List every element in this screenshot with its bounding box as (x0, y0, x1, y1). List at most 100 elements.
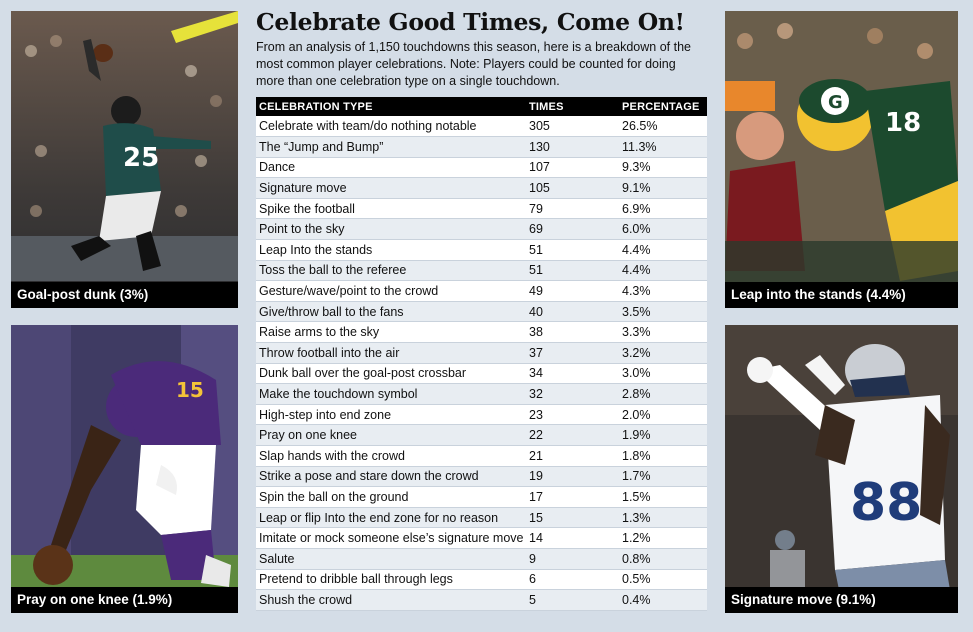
times-cell: 40 (526, 301, 619, 323)
jersey-number: 25 (123, 143, 159, 173)
caption-pray-on-one-knee: Pray on one knee (1.9%) (11, 587, 238, 613)
percentage-cell: 4.3% (619, 280, 707, 302)
celebration-type-cell: Strike a pose and stare down the crowd (256, 466, 526, 488)
leap-into-the-stands-illustration: G 18 (725, 11, 958, 308)
percentage-cell: 9.3% (619, 157, 707, 179)
percentage-cell: 3.5% (619, 301, 707, 323)
percentage-cell: 3.3% (619, 321, 707, 344)
table-row: The “Jump and Bump” 130 11.3% (256, 136, 707, 158)
celebration-type-cell: High-step into end zone (256, 404, 526, 426)
celebration-type-cell: Give/throw ball to the fans (256, 301, 526, 323)
table-row: Spin the ball on the ground 17 1.5% (256, 486, 707, 508)
percentage-cell: 3.0% (619, 363, 707, 385)
table-row: Dance 107 9.3% (256, 157, 707, 179)
celebration-type-cell: Spin the ball on the ground (256, 486, 526, 508)
times-cell: 15 (526, 507, 619, 529)
celebration-type-cell: Dunk ball over the goal-post crossbar (256, 363, 526, 385)
column-header-celebration-type: CELEBRATION TYPE (256, 97, 526, 116)
percentage-cell: 1.7% (619, 466, 707, 488)
celebration-type-cell: Spike the football (256, 198, 526, 220)
times-cell: 105 (526, 177, 619, 199)
times-cell: 17 (526, 486, 619, 508)
percentage-cell: 0.4% (619, 589, 707, 611)
photo-signature-move: 88 Signature move (9.1%) (725, 325, 958, 613)
caption-leap-into-the-stands: Leap into the stands (4.4%) (725, 282, 958, 308)
table-row: Raise arms to the sky 38 3.3% (256, 321, 707, 344)
celebration-type-cell: Signature move (256, 177, 526, 199)
times-cell: 69 (526, 218, 619, 241)
times-cell: 79 (526, 198, 619, 220)
times-cell: 23 (526, 404, 619, 426)
photo-pray-on-one-knee: 15 Pray on one knee (1.9%) (11, 325, 238, 613)
percentage-cell: 9.1% (619, 177, 707, 199)
table-row: Celebrate with team/do nothing notable 30… (256, 116, 707, 138)
celebration-type-cell: Leap Into the stands (256, 239, 526, 261)
table-row: High-step into end zone 23 2.0% (256, 404, 707, 426)
times-cell: 51 (526, 260, 619, 282)
celebration-type-cell: Dance (256, 157, 526, 179)
jersey-number: 18 (885, 108, 921, 138)
table-row: Gesture/wave/point to the crowd 49 4.3% (256, 280, 707, 302)
percentage-cell: 1.9% (619, 424, 707, 446)
celebration-type-cell: Imitate or mock someone else’s signature… (256, 527, 526, 549)
times-cell: 107 (526, 157, 619, 179)
percentage-cell: 11.3% (619, 136, 707, 158)
celebration-type-cell: Point to the sky (256, 218, 526, 241)
celebration-type-cell: Salute (256, 548, 526, 570)
celebration-type-cell: Celebrate with team/do nothing notable (256, 116, 526, 138)
times-cell: 37 (526, 342, 619, 364)
percentage-cell: 1.2% (619, 527, 707, 549)
times-cell: 19 (526, 466, 619, 488)
table-body: Celebrate with team/do nothing notable 30… (256, 116, 707, 611)
caption-goal-post-dunk: Goal-post dunk (3%) (11, 282, 238, 308)
times-cell: 9 (526, 548, 619, 570)
times-cell: 34 (526, 363, 619, 385)
table-row: Dunk ball over the goal-post crossbar 34 3… (256, 363, 707, 385)
percentage-cell: 2.0% (619, 404, 707, 426)
percentage-cell: 6.9% (619, 198, 707, 220)
signature-move-player-figure: 88 (747, 344, 950, 595)
times-cell: 6 (526, 569, 619, 591)
table-row: Toss the ball to the referee 51 4.4% (256, 260, 707, 282)
pray-on-one-knee-illustration: 15 (11, 325, 238, 613)
intro-text: From an analysis of 1,150 touchdowns thi… (256, 40, 691, 88)
table-row: Throw football into the air 37 3.2% (256, 342, 707, 364)
celebration-type-cell: The “Jump and Bump” (256, 136, 526, 158)
percentage-cell: 3.2% (619, 342, 707, 364)
table-row: Pretend to dribble ball through legs 6 0.5… (256, 569, 707, 591)
times-cell: 5 (526, 589, 619, 611)
percentage-cell: 0.8% (619, 548, 707, 570)
signature-move-illustration: 88 (725, 325, 958, 613)
article-header: Celebrate Good Times, Come On! From an a… (256, 6, 707, 90)
kneeling-player-figure: 15 (33, 361, 231, 587)
celebration-type-cell: Pretend to dribble ball through legs (256, 569, 526, 591)
percentage-cell: 0.5% (619, 569, 707, 591)
percentage-cell: 1.8% (619, 445, 707, 467)
celebration-type-cell: Pray on one knee (256, 424, 526, 446)
times-cell: 51 (526, 239, 619, 261)
celebration-type-cell: Raise arms to the sky (256, 321, 526, 344)
page-title: Celebrate Good Times, Come On! (256, 8, 685, 36)
percentage-cell: 2.8% (619, 383, 707, 405)
celebration-type-cell: Leap or flip Into the end zone for no re… (256, 507, 526, 529)
photo-leap-into-the-stands: G 18 Leap into the stands (4.4%) (725, 11, 958, 308)
percentage-cell: 26.5% (619, 116, 707, 138)
table-row: Slap hands with the crowd 21 1.8% (256, 445, 707, 467)
table-row: Make the touchdown symbol 32 2.8% (256, 383, 707, 405)
percentage-cell: 6.0% (619, 218, 707, 241)
photo-goal-post-dunk: 25 Goal-post dunk (3%) (11, 11, 238, 308)
times-cell: 22 (526, 424, 619, 446)
table-row: Leap or flip Into the end zone for no re… (256, 507, 707, 529)
caption-signature-move: Signature move (9.1%) (725, 587, 958, 613)
table-header-row: CELEBRATION TYPE TIMES PERCENTAGE (256, 97, 707, 116)
table-row: Give/throw ball to the fans 40 3.5% (256, 301, 707, 323)
celebration-type-cell: Slap hands with the crowd (256, 445, 526, 467)
table-row: Leap Into the stands 51 4.4% (256, 239, 707, 261)
table-row: Signature move 105 9.1% (256, 177, 707, 199)
percentage-cell: 1.5% (619, 486, 707, 508)
table-row: Shush the crowd 5 0.4% (256, 589, 707, 611)
table-row: Point to the sky 69 6.0% (256, 218, 707, 241)
celebration-type-cell: Gesture/wave/point to the crowd (256, 280, 526, 302)
column-header-percentage: PERCENTAGE (619, 97, 707, 116)
celebration-type-cell: Make the touchdown symbol (256, 383, 526, 405)
